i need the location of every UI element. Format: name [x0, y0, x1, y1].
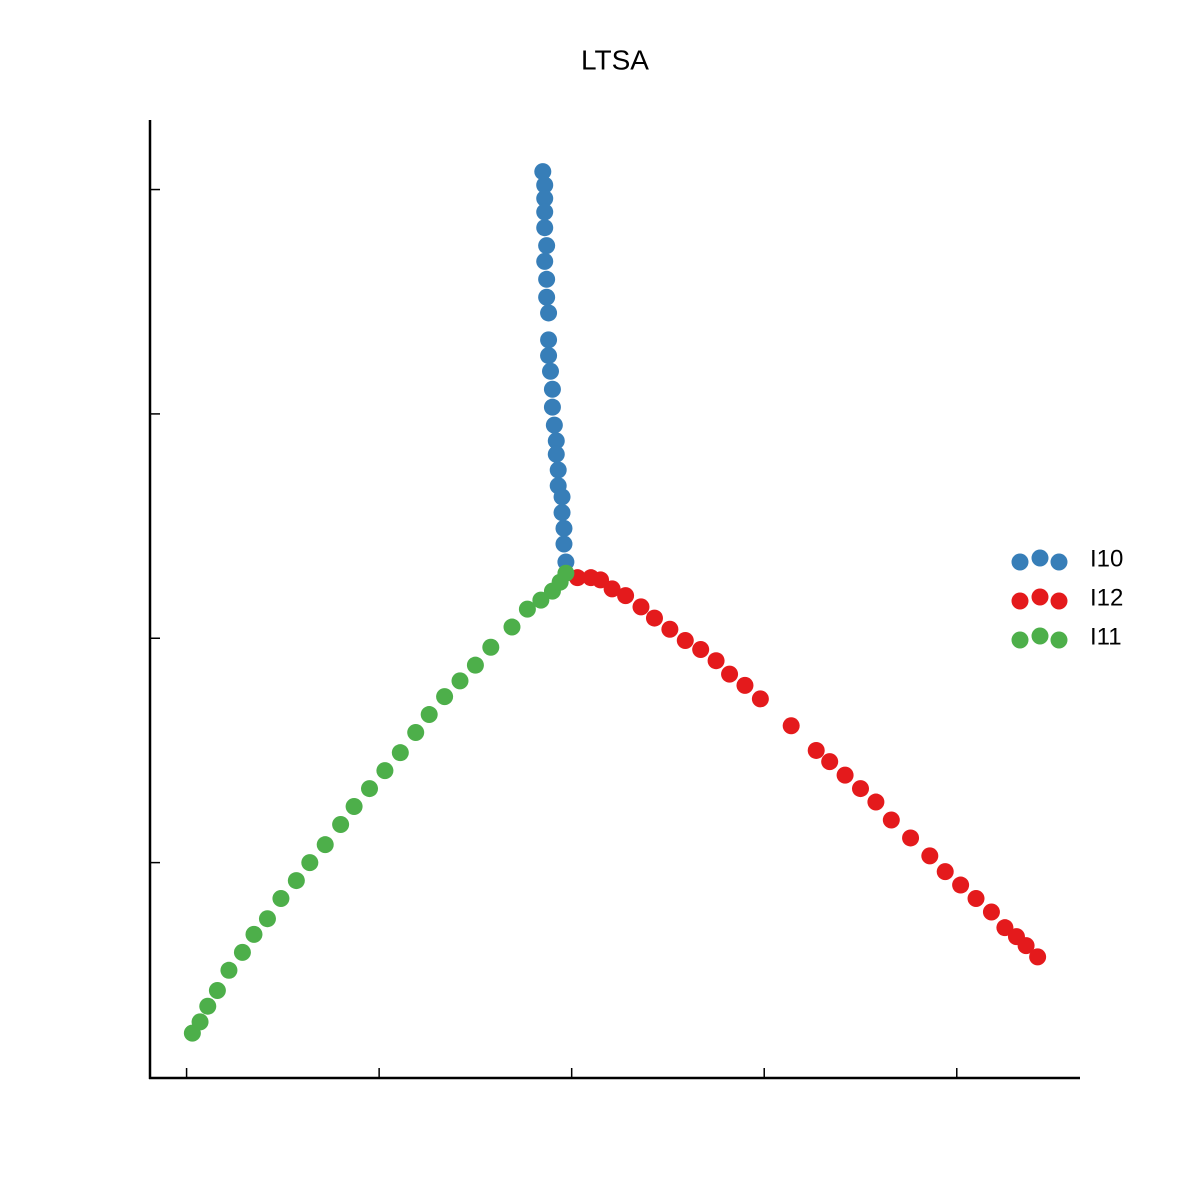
legend-marker: [1031, 588, 1049, 606]
point: [676, 632, 694, 650]
point: [545, 416, 563, 434]
point: [543, 380, 561, 398]
point: [245, 925, 263, 943]
point: [603, 580, 621, 598]
point: [645, 609, 663, 627]
legend-marker: [1031, 627, 1049, 645]
point: [851, 780, 869, 798]
point: [391, 744, 409, 762]
point: [543, 398, 561, 416]
point: [547, 432, 565, 450]
point: [436, 688, 454, 706]
point: [301, 854, 319, 872]
point: [592, 571, 610, 589]
point: [692, 640, 710, 658]
legend-marker: [1011, 553, 1029, 571]
point: [540, 347, 558, 365]
legend-marker: [1031, 549, 1049, 567]
point: [547, 445, 565, 463]
point: [518, 600, 536, 618]
point: [451, 672, 469, 690]
point: [536, 252, 554, 270]
point: [867, 793, 885, 811]
point: [407, 723, 425, 741]
point: [376, 762, 394, 780]
point: [555, 519, 573, 537]
point: [541, 362, 559, 380]
chart-title: LTSA: [581, 44, 649, 75]
legend-marker: [1011, 631, 1029, 649]
point: [967, 890, 985, 908]
point: [361, 780, 379, 798]
point: [199, 997, 217, 1015]
point: [553, 488, 571, 506]
legend-label: I10: [1090, 545, 1123, 572]
point: [821, 753, 839, 771]
point: [736, 676, 754, 694]
legend-label: I11: [1090, 623, 1122, 650]
point: [466, 656, 484, 674]
point: [996, 919, 1014, 937]
point: [707, 652, 725, 670]
point: [233, 943, 251, 961]
point: [902, 829, 920, 847]
point: [220, 961, 238, 979]
point: [721, 665, 739, 683]
point: [191, 1013, 209, 1031]
point: [272, 890, 290, 908]
point: [557, 564, 575, 582]
point: [536, 203, 554, 221]
point: [345, 798, 363, 816]
point: [316, 836, 334, 854]
point: [549, 461, 567, 479]
legend-marker: [1050, 553, 1068, 571]
point: [534, 163, 552, 181]
point: [538, 288, 556, 306]
point: [332, 815, 350, 833]
point: [540, 331, 558, 349]
point: [482, 638, 500, 656]
legend-marker: [1050, 592, 1068, 610]
point: [836, 766, 854, 784]
point: [536, 176, 554, 194]
legend-marker: [1011, 592, 1029, 610]
point: [921, 847, 939, 865]
point: [420, 706, 438, 724]
point: [782, 717, 800, 735]
point: [540, 304, 558, 322]
point: [553, 504, 571, 522]
point: [208, 982, 226, 1000]
point: [882, 811, 900, 829]
legend-label: I12: [1090, 584, 1123, 611]
point: [538, 237, 556, 255]
point: [1017, 937, 1035, 955]
point: [1029, 948, 1047, 966]
point: [632, 598, 650, 616]
point: [936, 863, 954, 881]
legend-marker: [1050, 631, 1068, 649]
point: [751, 690, 769, 708]
point: [503, 618, 521, 636]
point: [538, 270, 556, 288]
point: [258, 910, 276, 928]
point: [536, 190, 554, 208]
point: [661, 620, 679, 638]
point: [807, 741, 825, 759]
point: [536, 219, 554, 237]
point: [532, 591, 550, 609]
point: [287, 872, 305, 890]
point: [982, 903, 1000, 921]
point: [555, 535, 573, 553]
point: [952, 876, 970, 894]
point: [617, 587, 635, 605]
